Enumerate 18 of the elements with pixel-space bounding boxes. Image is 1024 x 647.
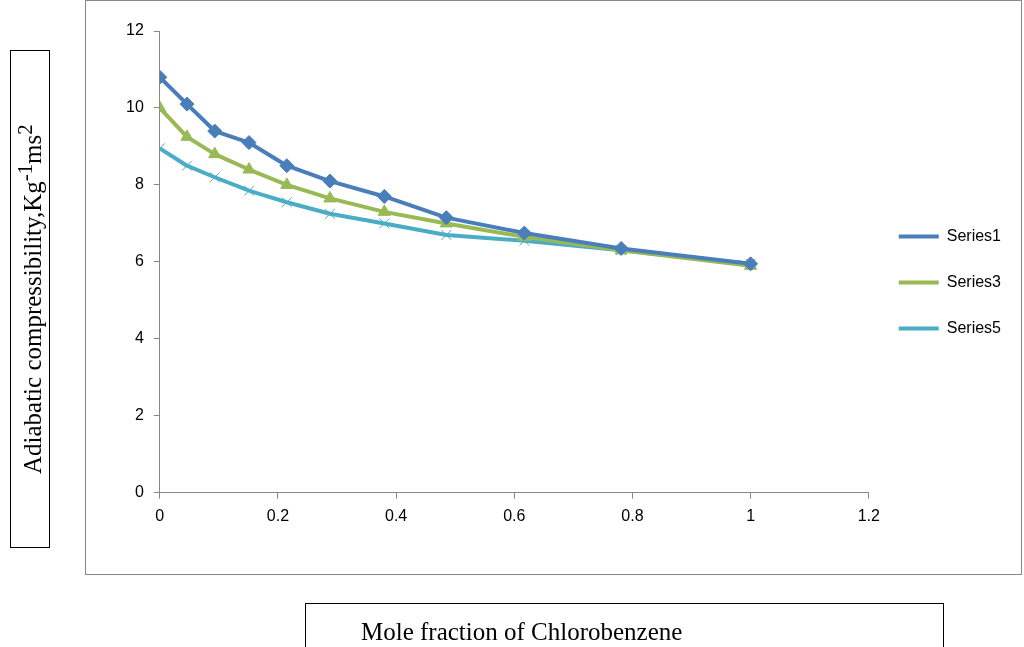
y-tick-label: 2 xyxy=(134,406,144,424)
x-tick-label: 0.8 xyxy=(621,506,644,524)
x-tick-label: 1.2 xyxy=(857,506,880,524)
legend-label: Series3 xyxy=(946,272,1002,290)
x-tick-label: 0.2 xyxy=(266,506,290,524)
y-tick-label: 10 xyxy=(126,98,144,116)
x-tick-label: 0.6 xyxy=(503,506,526,524)
y-tick-label: 0 xyxy=(134,483,144,501)
x-axis-title: Mole fraction of Chlorobenzene xyxy=(305,603,944,647)
y-tick-label: 4 xyxy=(134,329,144,347)
legend-label: Series5 xyxy=(946,318,1002,336)
x-tick-label: 0.4 xyxy=(384,506,408,524)
y-tick-label: 12 xyxy=(126,21,144,39)
y-tick-label: 8 xyxy=(134,175,144,193)
x-tick-label: 1 xyxy=(746,506,756,524)
x-tick-label: 0 xyxy=(155,506,165,524)
legend-label: Series1 xyxy=(946,226,1002,244)
y-tick-label: 6 xyxy=(134,252,144,270)
